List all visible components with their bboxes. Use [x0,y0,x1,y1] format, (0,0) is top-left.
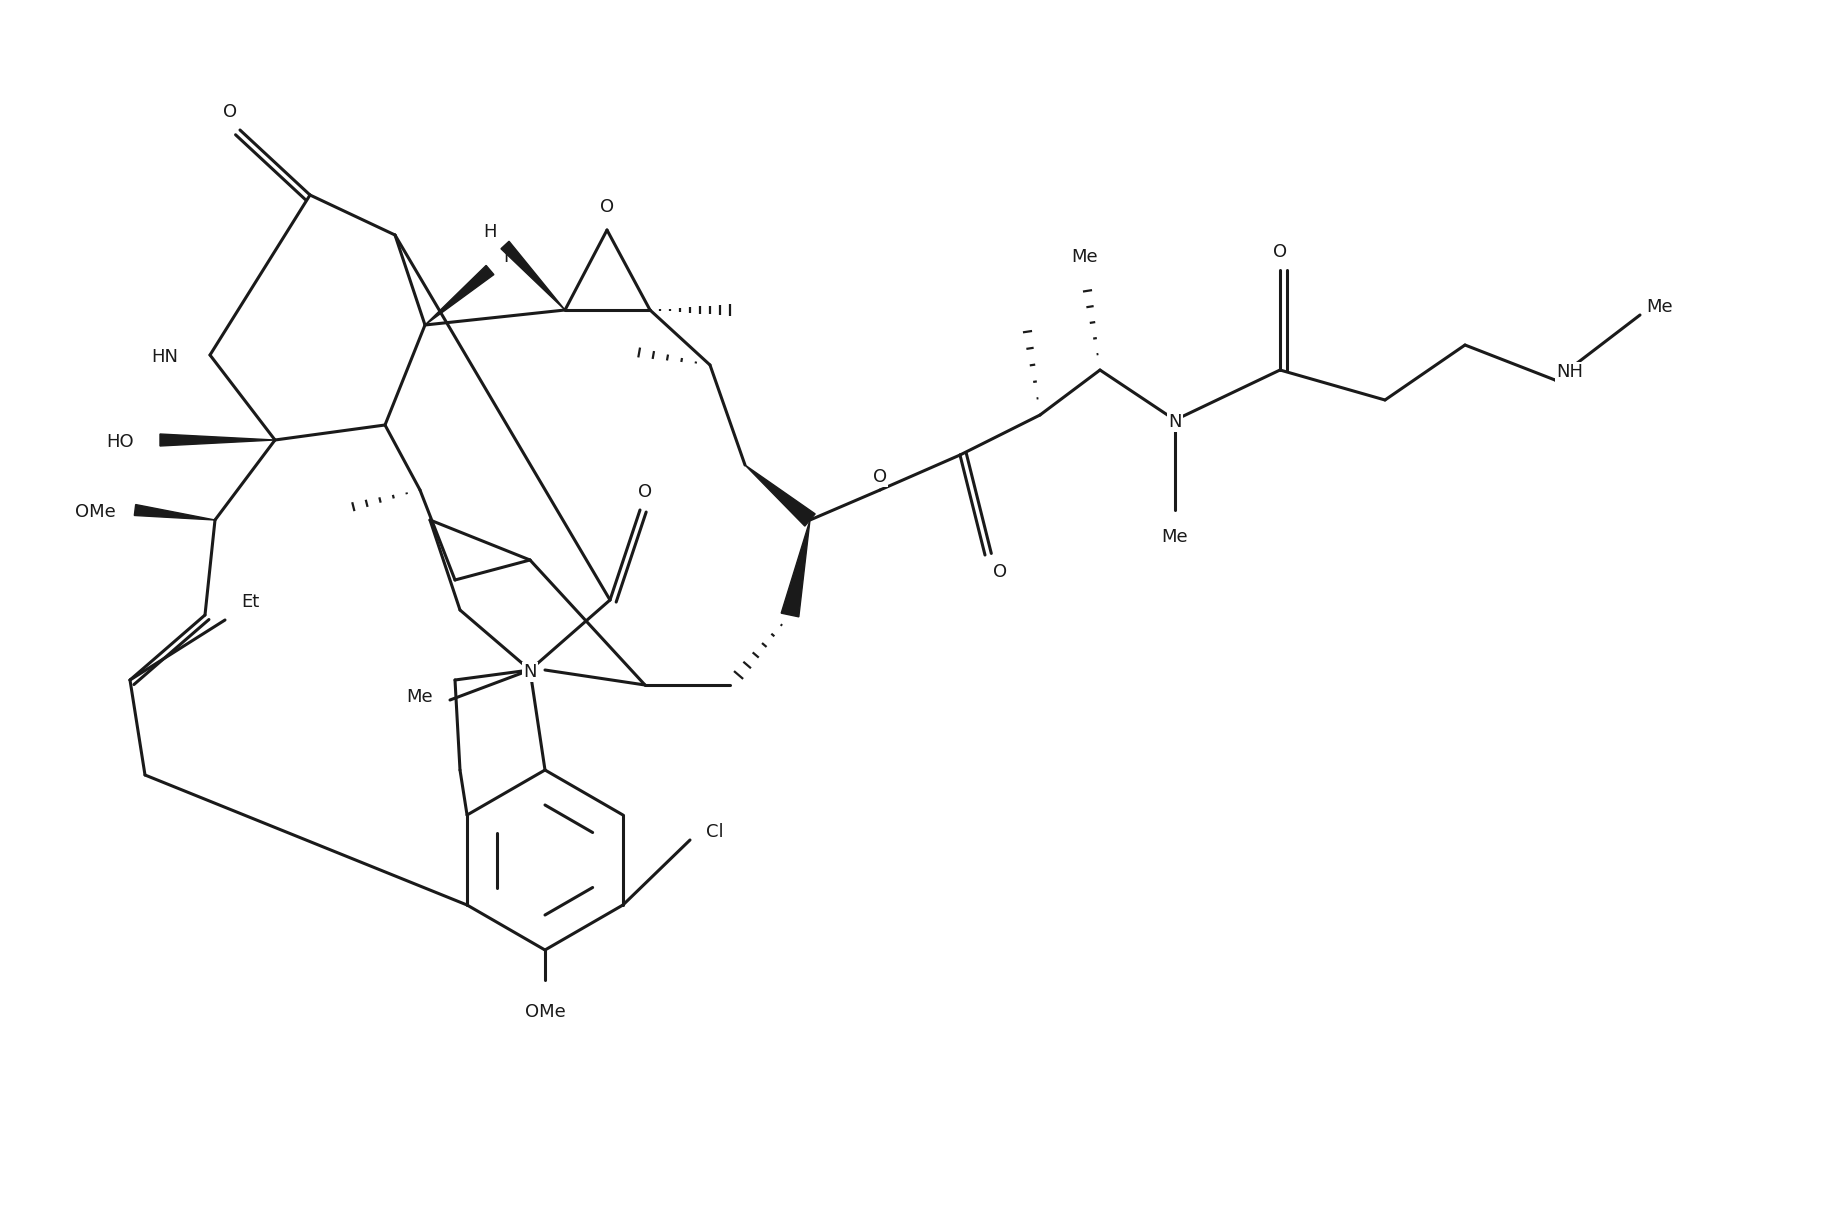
Text: OMe: OMe [525,1003,565,1020]
Text: O: O [992,563,1006,582]
Text: HO: HO [106,433,133,451]
Text: O: O [873,468,886,486]
Text: O: O [600,198,614,216]
Text: Me: Me [1161,528,1187,546]
Polygon shape [744,465,815,526]
Text: O: O [222,103,237,121]
Text: Et: Et [241,592,259,611]
Polygon shape [160,434,275,446]
Text: N: N [1167,413,1181,430]
Polygon shape [425,266,494,325]
Polygon shape [501,242,565,310]
Text: H: H [483,222,496,241]
Text: Me: Me [1072,248,1097,266]
Text: O: O [1272,243,1287,261]
Text: H: H [503,248,516,266]
Polygon shape [780,520,809,617]
Text: Me: Me [1646,297,1672,316]
Text: O: O [638,484,651,501]
Text: Me: Me [407,688,434,706]
Text: OMe: OMe [75,503,115,521]
Text: NH: NH [1555,363,1582,381]
Text: Cl: Cl [706,823,724,841]
Text: HN: HN [151,348,179,366]
Text: N: N [523,663,536,681]
Polygon shape [135,504,215,520]
